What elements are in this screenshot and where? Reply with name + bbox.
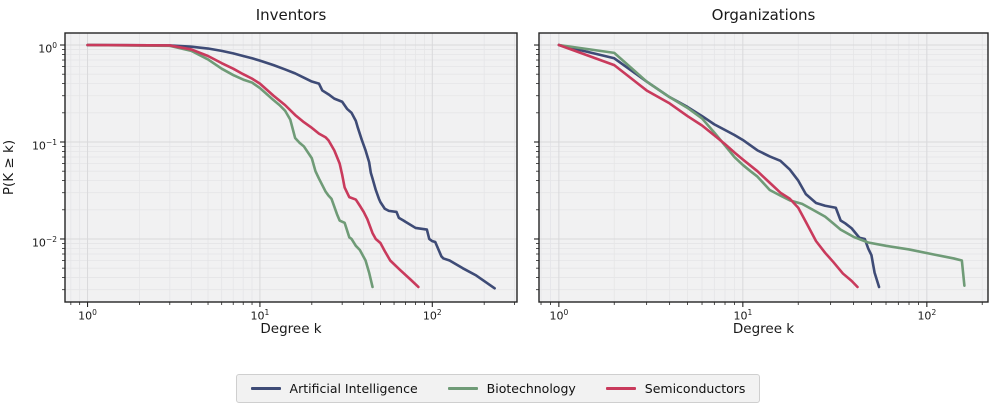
series-line-biotechnology: [86, 43, 374, 289]
tick-label: 100: [38, 41, 57, 56]
y-axis-label: P(K ≥ k): [1, 140, 17, 195]
legend-swatch-artificial-intelligence-icon: [250, 387, 281, 390]
legend-box: Artificial Intelligence Biotechnology Se…: [235, 374, 761, 403]
legend-swatch-semiconductors-icon: [605, 387, 636, 390]
x-axis-label-inventors: Degree k: [260, 321, 322, 337]
legend-item-biotechnology: Biotechnology: [447, 381, 576, 396]
legend-swatch-biotechnology-icon: [447, 387, 478, 390]
legend-item-artificial-intelligence: Artificial Intelligence: [250, 381, 418, 396]
legend: Artificial Intelligence Biotechnology Se…: [0, 374, 996, 403]
panel-title-organizations: Organizations: [711, 6, 816, 24]
series-line-biotechnology: [557, 43, 966, 287]
plot-organizations: 100 101 102: [534, 32, 989, 323]
panel-title-inventors: Inventors: [255, 6, 327, 24]
series-line-semiconductors: [86, 43, 420, 289]
series-line-artificial-intelligence: [557, 43, 881, 289]
plot-area-organizations: 100 101 102: [534, 32, 989, 323]
legend-item-semiconductors: Semiconductors: [605, 381, 746, 396]
series-line-artificial-intelligence: [86, 43, 496, 290]
series-line-semiconductors: [557, 43, 859, 289]
x-axis-label-organizations: Degree k: [732, 321, 795, 337]
legend-label-biotechnology: Biotechnology: [486, 381, 576, 396]
tick-label: 10−1: [32, 138, 57, 153]
legend-label-semiconductors: Semiconductors: [644, 381, 746, 396]
tick-label: 10−2: [32, 235, 57, 250]
legend-label-artificial-intelligence: Artificial Intelligence: [289, 381, 418, 396]
